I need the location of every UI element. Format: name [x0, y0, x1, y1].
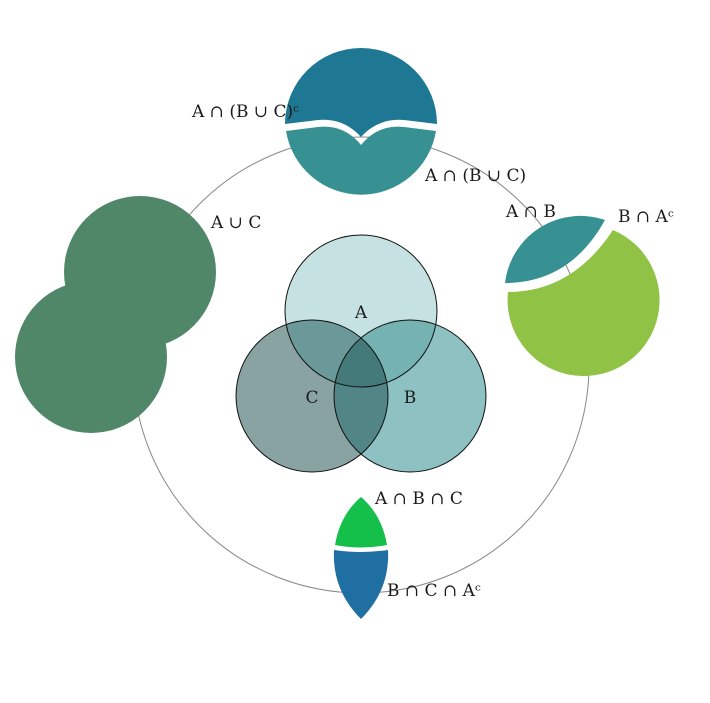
- circle-c-outline: [235, 319, 389, 473]
- circle-b-outline: [333, 319, 487, 473]
- label-a-or-c: A ∪ C: [210, 213, 261, 233]
- label-set-b: B: [404, 388, 417, 408]
- label-b-and-not-a: B ∩ Aᶜ: [618, 207, 674, 227]
- label-set-a: A: [354, 303, 368, 323]
- region-a-and-b: [505, 215, 605, 283]
- region-b-and-c-minus-a: [333, 550, 389, 619]
- region-b-minus-a: [507, 230, 660, 377]
- right-region-piece: [505, 215, 660, 377]
- region-a-and-b-or-c: [286, 126, 436, 195]
- overlap-a-b-c: [334, 320, 388, 387]
- label-a-and-b: A ∩ B: [505, 202, 556, 222]
- bottom-lens-piece: [333, 497, 389, 619]
- central-venn: A B C: [235, 234, 487, 473]
- label-a-and-b-and-c: A ∩ B ∩ C: [374, 489, 463, 509]
- circle-a-outline: [284, 234, 438, 388]
- region-a-and-b-and-c: [335, 497, 387, 548]
- label-b-and-c-and-not-a: B ∩ C ∩ Aᶜ: [387, 581, 481, 601]
- union-circle-c: [15, 281, 167, 433]
- label-a-and-not-b-or-c: A ∩ (B ∪ C)ᶜ: [191, 102, 299, 122]
- region-a-minus-b-or-c: [285, 48, 437, 137]
- label-a-and-b-or-c: A ∩ (B ∪ C): [424, 166, 526, 186]
- label-set-c: C: [305, 388, 318, 408]
- top-region-piece: [285, 48, 437, 195]
- left-union-piece: [15, 196, 216, 433]
